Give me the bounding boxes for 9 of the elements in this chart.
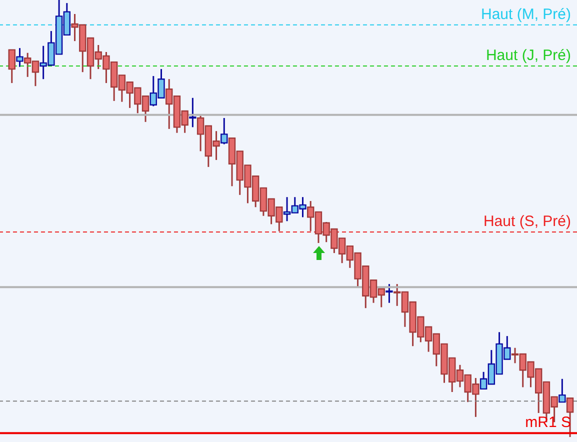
candlestick	[189, 97, 196, 128]
candlestick	[220, 117, 228, 145]
ref-line-label: Haut (J, Pré)	[486, 46, 571, 64]
ref-line-label: Haut (S, Pré)	[483, 213, 571, 230]
candlestick	[558, 378, 566, 403]
ref-line-label: Haut (M, Pré)	[480, 6, 572, 23]
candlestick	[8, 49, 16, 84]
candlestick	[386, 283, 393, 304]
candlestick	[16, 47, 24, 68]
